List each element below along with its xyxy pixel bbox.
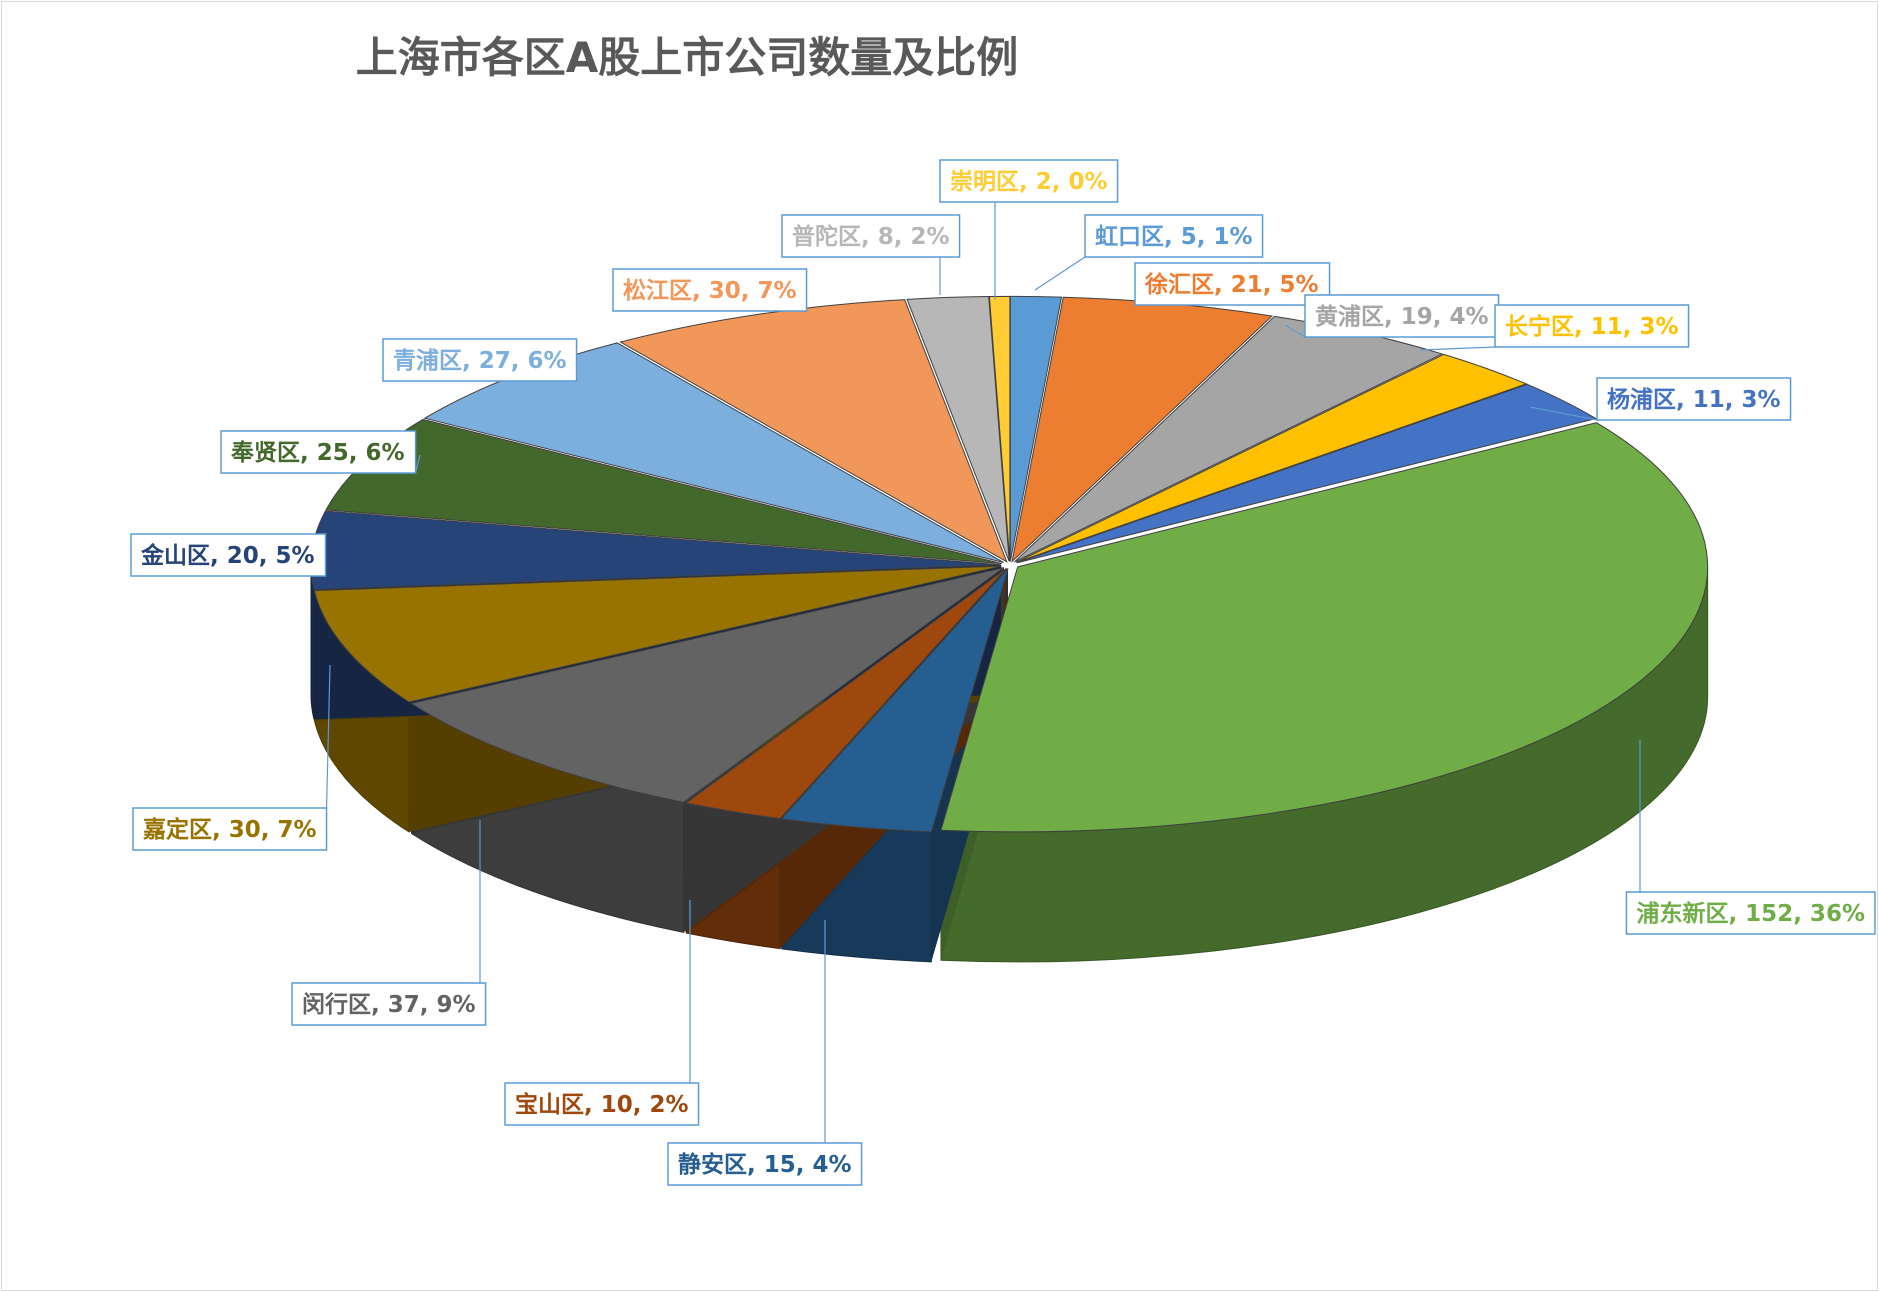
- leader-line-9: [325, 664, 331, 809]
- data-label-11: 奉贤区, 25, 6%: [220, 430, 421, 474]
- data-label-0: 虹口区, 5, 1%: [1034, 214, 1264, 291]
- data-label-box-12: [382, 338, 578, 382]
- slice-8: [410, 567, 1005, 803]
- data-label-box-1: [1134, 262, 1331, 306]
- data-label-text-8: 闵行区, 37, 9%: [302, 991, 476, 1018]
- data-label-13: 松江区, 30, 7%: [612, 268, 808, 312]
- data-label-box-13: [612, 268, 808, 312]
- data-label-12: 青浦区, 27, 6%: [382, 338, 578, 382]
- chart-title: 上海市各区A股上市公司数量及比例: [355, 33, 1019, 82]
- data-label-box-7: [504, 1082, 700, 1126]
- data-label-text-5: 浦东新区, 152, 36%: [1636, 900, 1865, 927]
- data-label-box-0: [1084, 214, 1264, 258]
- slice-4: [1016, 383, 1598, 564]
- data-label-9: 嘉定区, 30, 7%: [132, 664, 331, 851]
- slice-5: [940, 422, 1709, 833]
- data-label-3: 长宁区, 11, 3%: [1419, 304, 1690, 351]
- data-label-box-5: [1625, 891, 1876, 935]
- data-label-text-11: 奉贤区, 25, 6%: [230, 439, 405, 466]
- data-label-text-1: 徐汇区, 21, 5%: [1144, 271, 1319, 298]
- data-label-box-11: [220, 430, 417, 474]
- data-label-1: 徐汇区, 21, 5%: [1134, 262, 1331, 306]
- slice-3: [1015, 353, 1528, 563]
- data-label-text-9: 嘉定区, 30, 7%: [143, 816, 317, 843]
- leader-line-3: [1419, 346, 1496, 351]
- data-label-5: 浦东新区, 152, 36%: [1625, 740, 1876, 935]
- data-label-box-9: [132, 807, 328, 851]
- data-label-text-2: 黄浦区, 19, 4%: [1315, 303, 1489, 330]
- data-label-box-4: [1596, 377, 1792, 421]
- data-label-box-6: [667, 1142, 863, 1186]
- data-label-8: 闵行区, 37, 9%: [291, 820, 487, 1026]
- data-label-2: 黄浦区, 19, 4%: [1284, 294, 1500, 338]
- pie-tops: [310, 295, 1709, 833]
- data-label-text-13: 松江区, 30, 7%: [623, 278, 797, 304]
- data-label-text-7: 宝山区, 10, 2%: [515, 1091, 689, 1118]
- data-label-box-8: [291, 982, 487, 1026]
- slice-15: [988, 295, 1011, 562]
- leader-line-0: [1034, 256, 1086, 291]
- slice-9: [313, 565, 1002, 703]
- data-label-14: 普陀区, 8, 2%: [781, 214, 961, 295]
- leader-line-2: [1284, 324, 1306, 338]
- data-label-box-15: [939, 159, 1119, 203]
- leader-line-4: [1529, 406, 1598, 421]
- data-label-text-15: 崇明区, 2, 0%: [950, 168, 1108, 195]
- data-label-box-14: [781, 214, 961, 258]
- slice-14: [906, 296, 1010, 562]
- data-label-4: 杨浦区, 11, 3%: [1529, 377, 1792, 421]
- data-label-text-4: 杨浦区, 11, 3%: [1607, 386, 1781, 413]
- data-label-box-2: [1304, 294, 1500, 338]
- data-label-6: 静安区, 15, 4%: [667, 920, 863, 1186]
- data-label-10: 金山区, 20, 5%: [130, 533, 327, 577]
- data-label-text-0: 虹口区, 5, 1%: [1095, 224, 1253, 250]
- data-label-box-3: [1494, 304, 1690, 348]
- pie-labels: 虹口区, 5, 1% 徐汇区, 21, 5% 黄浦区, 19, 4% 长宁区, 11,…: [130, 159, 1876, 1186]
- data-label-box-10: [130, 533, 327, 577]
- slice-7: [684, 567, 1007, 820]
- slice-6: [780, 568, 1009, 833]
- data-label-text-6: 静安区, 15, 4%: [678, 1151, 852, 1178]
- data-label-15: 崇明区, 2, 0%: [939, 159, 1119, 300]
- data-label-text-14: 普陀区, 8, 2%: [792, 223, 950, 250]
- slice-13: [619, 299, 1008, 563]
- data-label-7: 宝山区, 10, 2%: [504, 900, 700, 1126]
- data-label-text-10: 金山区, 20, 5%: [140, 542, 315, 569]
- data-label-text-12: 青浦区, 27, 6%: [393, 347, 567, 374]
- data-label-text-3: 长宁区, 11, 3%: [1505, 313, 1679, 340]
